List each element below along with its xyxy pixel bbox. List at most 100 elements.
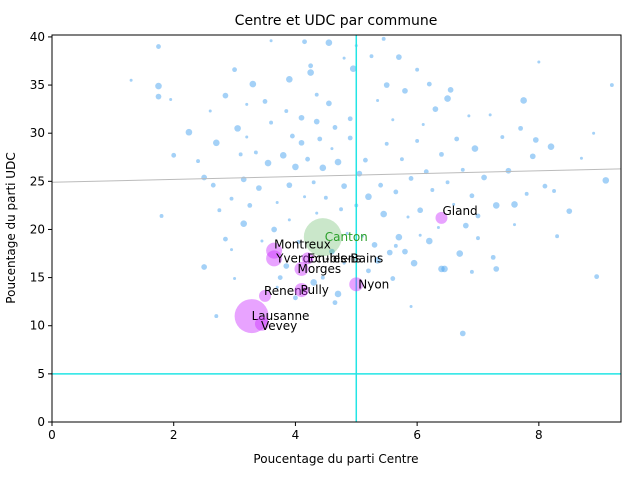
y-tick-label: 20: [30, 222, 45, 236]
data-point: [232, 67, 237, 73]
commune-label: Gland: [442, 204, 477, 218]
data-point: [325, 39, 333, 47]
data-point: [284, 109, 289, 114]
data-point: [390, 276, 396, 281]
data-point: [314, 92, 319, 97]
commune-label: Vevey: [261, 319, 297, 333]
data-point: [323, 195, 328, 200]
data-point: [396, 54, 402, 60]
commune-point: [258, 289, 271, 302]
data-point: [511, 201, 518, 208]
data-point: [286, 182, 293, 189]
data-point: [592, 131, 596, 135]
data-point: [341, 183, 347, 189]
data-point: [579, 156, 583, 160]
data-point: [256, 185, 262, 191]
data-point: [555, 234, 560, 239]
data-point: [393, 189, 399, 195]
data-point: [208, 109, 212, 113]
data-point: [315, 211, 319, 215]
data-point: [490, 254, 496, 260]
data-point: [467, 114, 471, 118]
data-point: [505, 167, 512, 174]
canton-point: [303, 218, 342, 257]
trend-line: [51, 168, 622, 183]
data-point: [332, 300, 338, 306]
data-point: [421, 123, 425, 127]
data-point: [402, 87, 408, 94]
data-point: [171, 152, 177, 158]
data-point: [391, 118, 395, 122]
data-point: [332, 125, 338, 130]
commune-point: [435, 211, 448, 224]
data-point: [500, 135, 505, 139]
data-point: [430, 188, 435, 192]
data-point: [460, 167, 465, 172]
data-point: [481, 174, 487, 181]
data-point: [432, 106, 439, 112]
data-point: [395, 233, 403, 241]
y-axis-label: Poucentage du parti UDC: [4, 152, 18, 303]
data-point: [452, 202, 456, 206]
data-point: [365, 193, 372, 201]
data-point: [307, 69, 314, 76]
data-point: [374, 256, 381, 264]
data-point: [233, 277, 237, 281]
data-point: [471, 145, 479, 152]
data-point: [415, 67, 420, 72]
data-point: [320, 275, 325, 280]
data-point: [383, 82, 390, 88]
data-point: [356, 170, 363, 177]
x-axis-label: Poucentage du parti Centre: [253, 452, 418, 466]
data-point: [303, 195, 307, 199]
data-point: [247, 202, 253, 208]
commune-point: [294, 283, 309, 298]
data-point: [438, 265, 445, 273]
data-point: [399, 157, 404, 162]
data-point: [369, 54, 374, 59]
data-point: [298, 114, 305, 121]
canton-label: Canton: [325, 230, 368, 244]
data-point: [245, 135, 249, 139]
data-point: [386, 249, 393, 256]
data-point: [330, 147, 334, 151]
data-point: [302, 39, 307, 45]
data-point: [384, 141, 389, 146]
data-point: [418, 233, 422, 237]
data-point: [279, 152, 287, 159]
data-point: [380, 210, 387, 218]
commune-label: Lausanne: [252, 309, 310, 323]
data-point: [408, 176, 414, 181]
data-point: [311, 180, 316, 185]
data-point: [155, 93, 162, 100]
data-point: [185, 128, 193, 136]
data-point: [456, 250, 464, 257]
data-point: [475, 213, 481, 219]
data-point: [238, 152, 243, 157]
data-point: [313, 118, 320, 125]
data-point: [406, 215, 410, 219]
data-point: [493, 266, 500, 272]
x-tick-label: 6: [413, 428, 421, 442]
data-point: [529, 153, 536, 160]
data-point: [292, 163, 299, 171]
data-point: [426, 81, 432, 87]
data-point: [201, 174, 207, 181]
data-point: [253, 150, 258, 155]
data-point: [287, 218, 291, 222]
commune-point: [234, 299, 269, 334]
data-point: [520, 97, 527, 104]
data-point: [378, 182, 384, 188]
data-point: [594, 274, 600, 280]
y-tick-label: 35: [30, 78, 45, 92]
data-point: [283, 263, 290, 269]
data-point: [223, 236, 228, 242]
data-point: [409, 304, 413, 308]
commune-point: [294, 261, 309, 276]
data-point: [129, 78, 133, 82]
y-tick-label: 40: [30, 30, 45, 44]
data-point: [269, 39, 273, 43]
data-point: [566, 208, 573, 215]
data-point: [275, 201, 279, 205]
